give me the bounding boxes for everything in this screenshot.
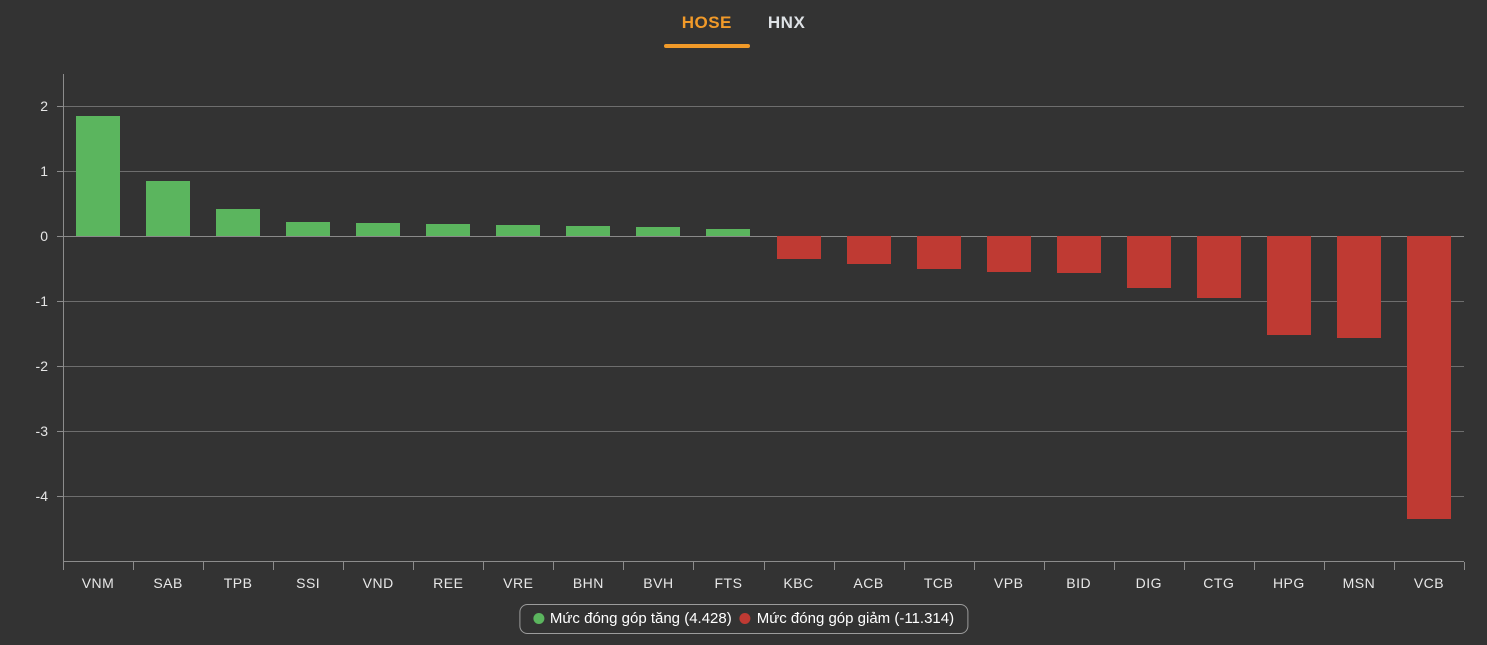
x-axis-label-BID: BID [1066, 575, 1092, 591]
x-axis-tick [203, 562, 205, 570]
x-axis-line [63, 561, 1464, 562]
x-axis-tick [763, 562, 765, 570]
y-axis-label: -3 [35, 423, 48, 440]
bar-CTG[interactable] [1196, 236, 1241, 298]
x-axis-label-REE: REE [433, 575, 464, 591]
x-axis-tick [1253, 562, 1255, 570]
zero-gridline [63, 236, 1464, 238]
bar-SAB[interactable] [146, 181, 191, 237]
x-axis-tick [903, 562, 905, 570]
x-axis-tick [833, 562, 835, 570]
bar-TCB[interactable] [916, 236, 961, 269]
x-axis-label-ACB: ACB [853, 575, 884, 591]
legend-item-increase[interactable]: Mức đóng góp tăng (4.428) [532, 610, 732, 627]
y-axis-label: -2 [35, 358, 48, 375]
x-axis-label-BVH: BVH [643, 575, 674, 591]
x-axis-label-CTG: CTG [1203, 575, 1235, 591]
bar-REE[interactable] [426, 223, 471, 237]
x-axis-label-SSI: SSI [296, 575, 321, 591]
y-axis-label: 0 [40, 228, 48, 245]
gridline [63, 496, 1464, 498]
x-axis-label-VNM: VNM [81, 575, 115, 591]
x-axis-tick [1393, 562, 1395, 570]
bar-VNM[interactable] [76, 116, 121, 237]
bar-VND[interactable] [356, 222, 401, 237]
x-axis-tick [973, 562, 975, 570]
gridline [63, 301, 1464, 303]
x-axis-label-TPB: TPB [223, 575, 253, 591]
x-axis-label-VRE: VRE [503, 575, 534, 591]
x-axis-label-VCB: VCB [1413, 575, 1445, 591]
x-axis-tick [483, 562, 485, 570]
x-axis-tick [1113, 562, 1115, 570]
y-axis-tick [57, 236, 63, 238]
legend-increase-dot-icon [532, 613, 544, 624]
y-axis-label: -1 [35, 293, 48, 310]
y-axis-tick [57, 431, 63, 433]
x-axis-label-KBC: KBC [783, 575, 814, 591]
bar-DIG[interactable] [1126, 236, 1171, 289]
legend-item-decrease[interactable]: Mức đóng góp giảm (-11.314) [739, 610, 955, 627]
bar-SSI[interactable] [286, 222, 331, 237]
x-axis-label-SAB: SAB [153, 575, 183, 591]
y-axis-label: 2 [40, 98, 48, 115]
bar-KBC[interactable] [776, 236, 821, 260]
x-axis-label-VPB: VPB [993, 575, 1024, 591]
bar-ACB[interactable] [846, 236, 891, 264]
bar-VCB[interactable] [1406, 236, 1451, 520]
gridline [63, 366, 1464, 368]
bar-BHN[interactable] [566, 225, 611, 237]
bar-TPB[interactable] [216, 209, 261, 237]
legend-decrease-label: Mức đóng góp giảm (-11.314) [756, 610, 955, 627]
bar-BID[interactable] [1056, 236, 1101, 273]
x-axis-tick [693, 562, 695, 570]
y-axis-tick [57, 496, 63, 498]
x-axis-tick [63, 562, 64, 570]
x-axis-tick [1043, 562, 1045, 570]
x-axis-label-VND: VND [362, 575, 394, 591]
bar-HPG[interactable] [1266, 236, 1311, 336]
x-axis-label-FTS: FTS [714, 575, 743, 591]
y-axis-tick [57, 106, 63, 108]
y-axis-label: -4 [35, 488, 48, 505]
y-axis-tick [57, 301, 63, 303]
y-axis-line [63, 74, 64, 561]
bar-FTS[interactable] [706, 229, 751, 237]
x-axis-label-DIG: DIG [1135, 575, 1162, 591]
tab-hose-label: HOSE [681, 13, 732, 32]
x-axis-tick [623, 562, 625, 570]
gridline [63, 106, 1464, 108]
x-axis-tick [1183, 562, 1185, 570]
bar-VPB[interactable] [986, 236, 1031, 273]
bar-VRE[interactable] [496, 225, 541, 237]
x-axis-tick [133, 562, 135, 570]
x-axis-tick [273, 562, 275, 570]
x-axis-tick [1323, 562, 1325, 570]
gridline [63, 431, 1464, 433]
x-axis-tick [1464, 562, 1465, 570]
tab-hose[interactable]: HOSE [663, 6, 750, 48]
bar-BVH[interactable] [636, 226, 681, 237]
gridline [63, 171, 1464, 173]
x-axis-tick [413, 562, 415, 570]
x-axis-label-BHN: BHN [572, 575, 604, 591]
x-axis-label-MSN: MSN [1342, 575, 1376, 591]
y-axis-tick [57, 366, 63, 368]
x-axis-label-HPG: HPG [1272, 575, 1305, 591]
x-axis-tick [553, 562, 555, 570]
tab-hnx-label: HNX [767, 13, 806, 32]
chart-legend: Mức đóng góp tăng (4.428) Mức đóng góp g… [518, 604, 969, 634]
y-axis-tick [57, 171, 63, 173]
exchange-tabs: HOSE HNX [0, 6, 1487, 48]
active-tab-underline-icon [663, 44, 750, 48]
x-axis-label-TCB: TCB [923, 575, 954, 591]
legend-increase-label: Mức đóng góp tăng (4.428) [549, 610, 732, 627]
bar-MSN[interactable] [1336, 236, 1381, 338]
x-axis-tick [343, 562, 345, 570]
y-axis-label: 1 [40, 163, 48, 180]
legend-decrease-dot-icon [739, 613, 751, 624]
tab-hnx[interactable]: HNX [750, 6, 823, 48]
